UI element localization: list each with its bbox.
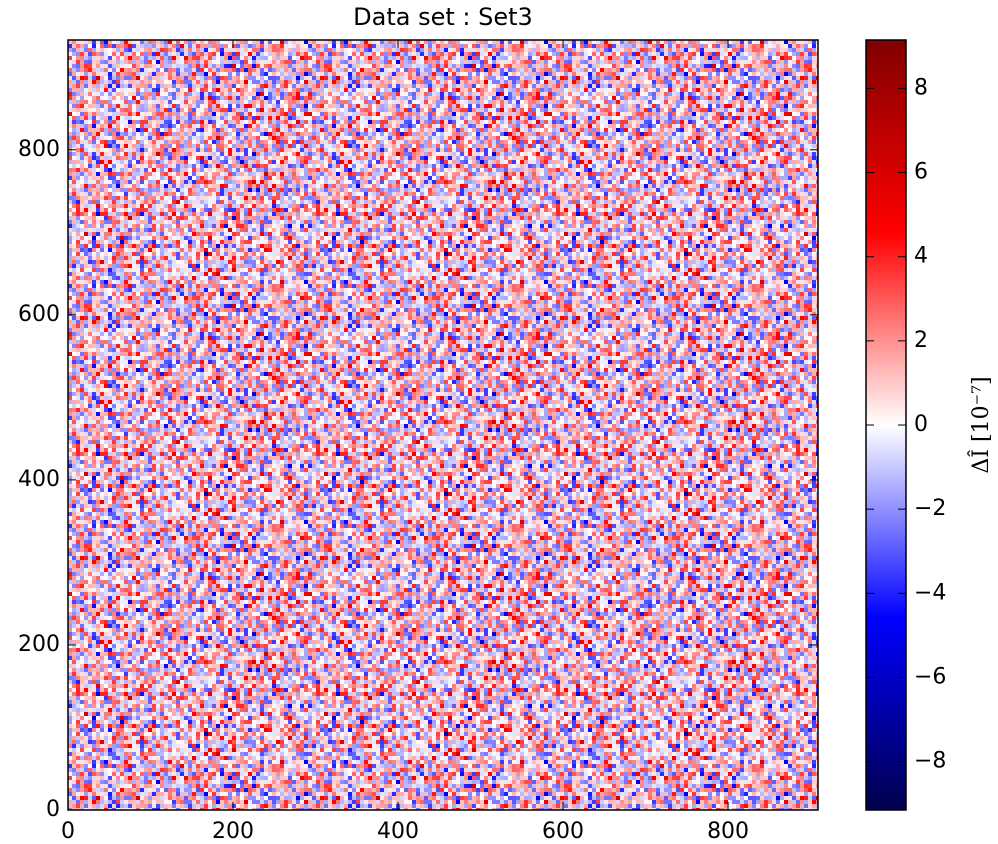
colorbar-tick-label: 6 (914, 160, 928, 185)
y-tick-label: 400 (18, 467, 60, 492)
x-tick-label: 400 (377, 819, 419, 844)
colorbar-tick-label: 4 (914, 244, 928, 269)
y-tick-label: 600 (18, 302, 60, 327)
x-tick-label: 800 (707, 819, 749, 844)
x-tick-label: 600 (542, 819, 584, 844)
colorbar-tick-label: 8 (914, 75, 928, 100)
plot-frame (67, 39, 819, 811)
x-tick-label: 200 (212, 819, 254, 844)
y-tick-label: 0 (46, 797, 60, 822)
chart-title: Data set : Set3 (353, 3, 533, 31)
colorbar-tick-label: −2 (914, 496, 946, 521)
colorbar-tick-label: 0 (914, 412, 928, 437)
colorbar-tick-label: −6 (914, 664, 946, 689)
x-tick-label: 0 (61, 819, 75, 844)
colorbar-tick-label: 2 (914, 328, 928, 353)
colorbar-tick-label: −4 (914, 580, 946, 605)
colorbar-label: ΔÎ [10⁻⁷] (967, 376, 994, 473)
colorbar-tick-label: −8 (914, 749, 946, 774)
y-tick-label: 200 (18, 632, 60, 657)
heatmap-image (68, 40, 818, 810)
y-tick-label: 800 (18, 137, 60, 162)
